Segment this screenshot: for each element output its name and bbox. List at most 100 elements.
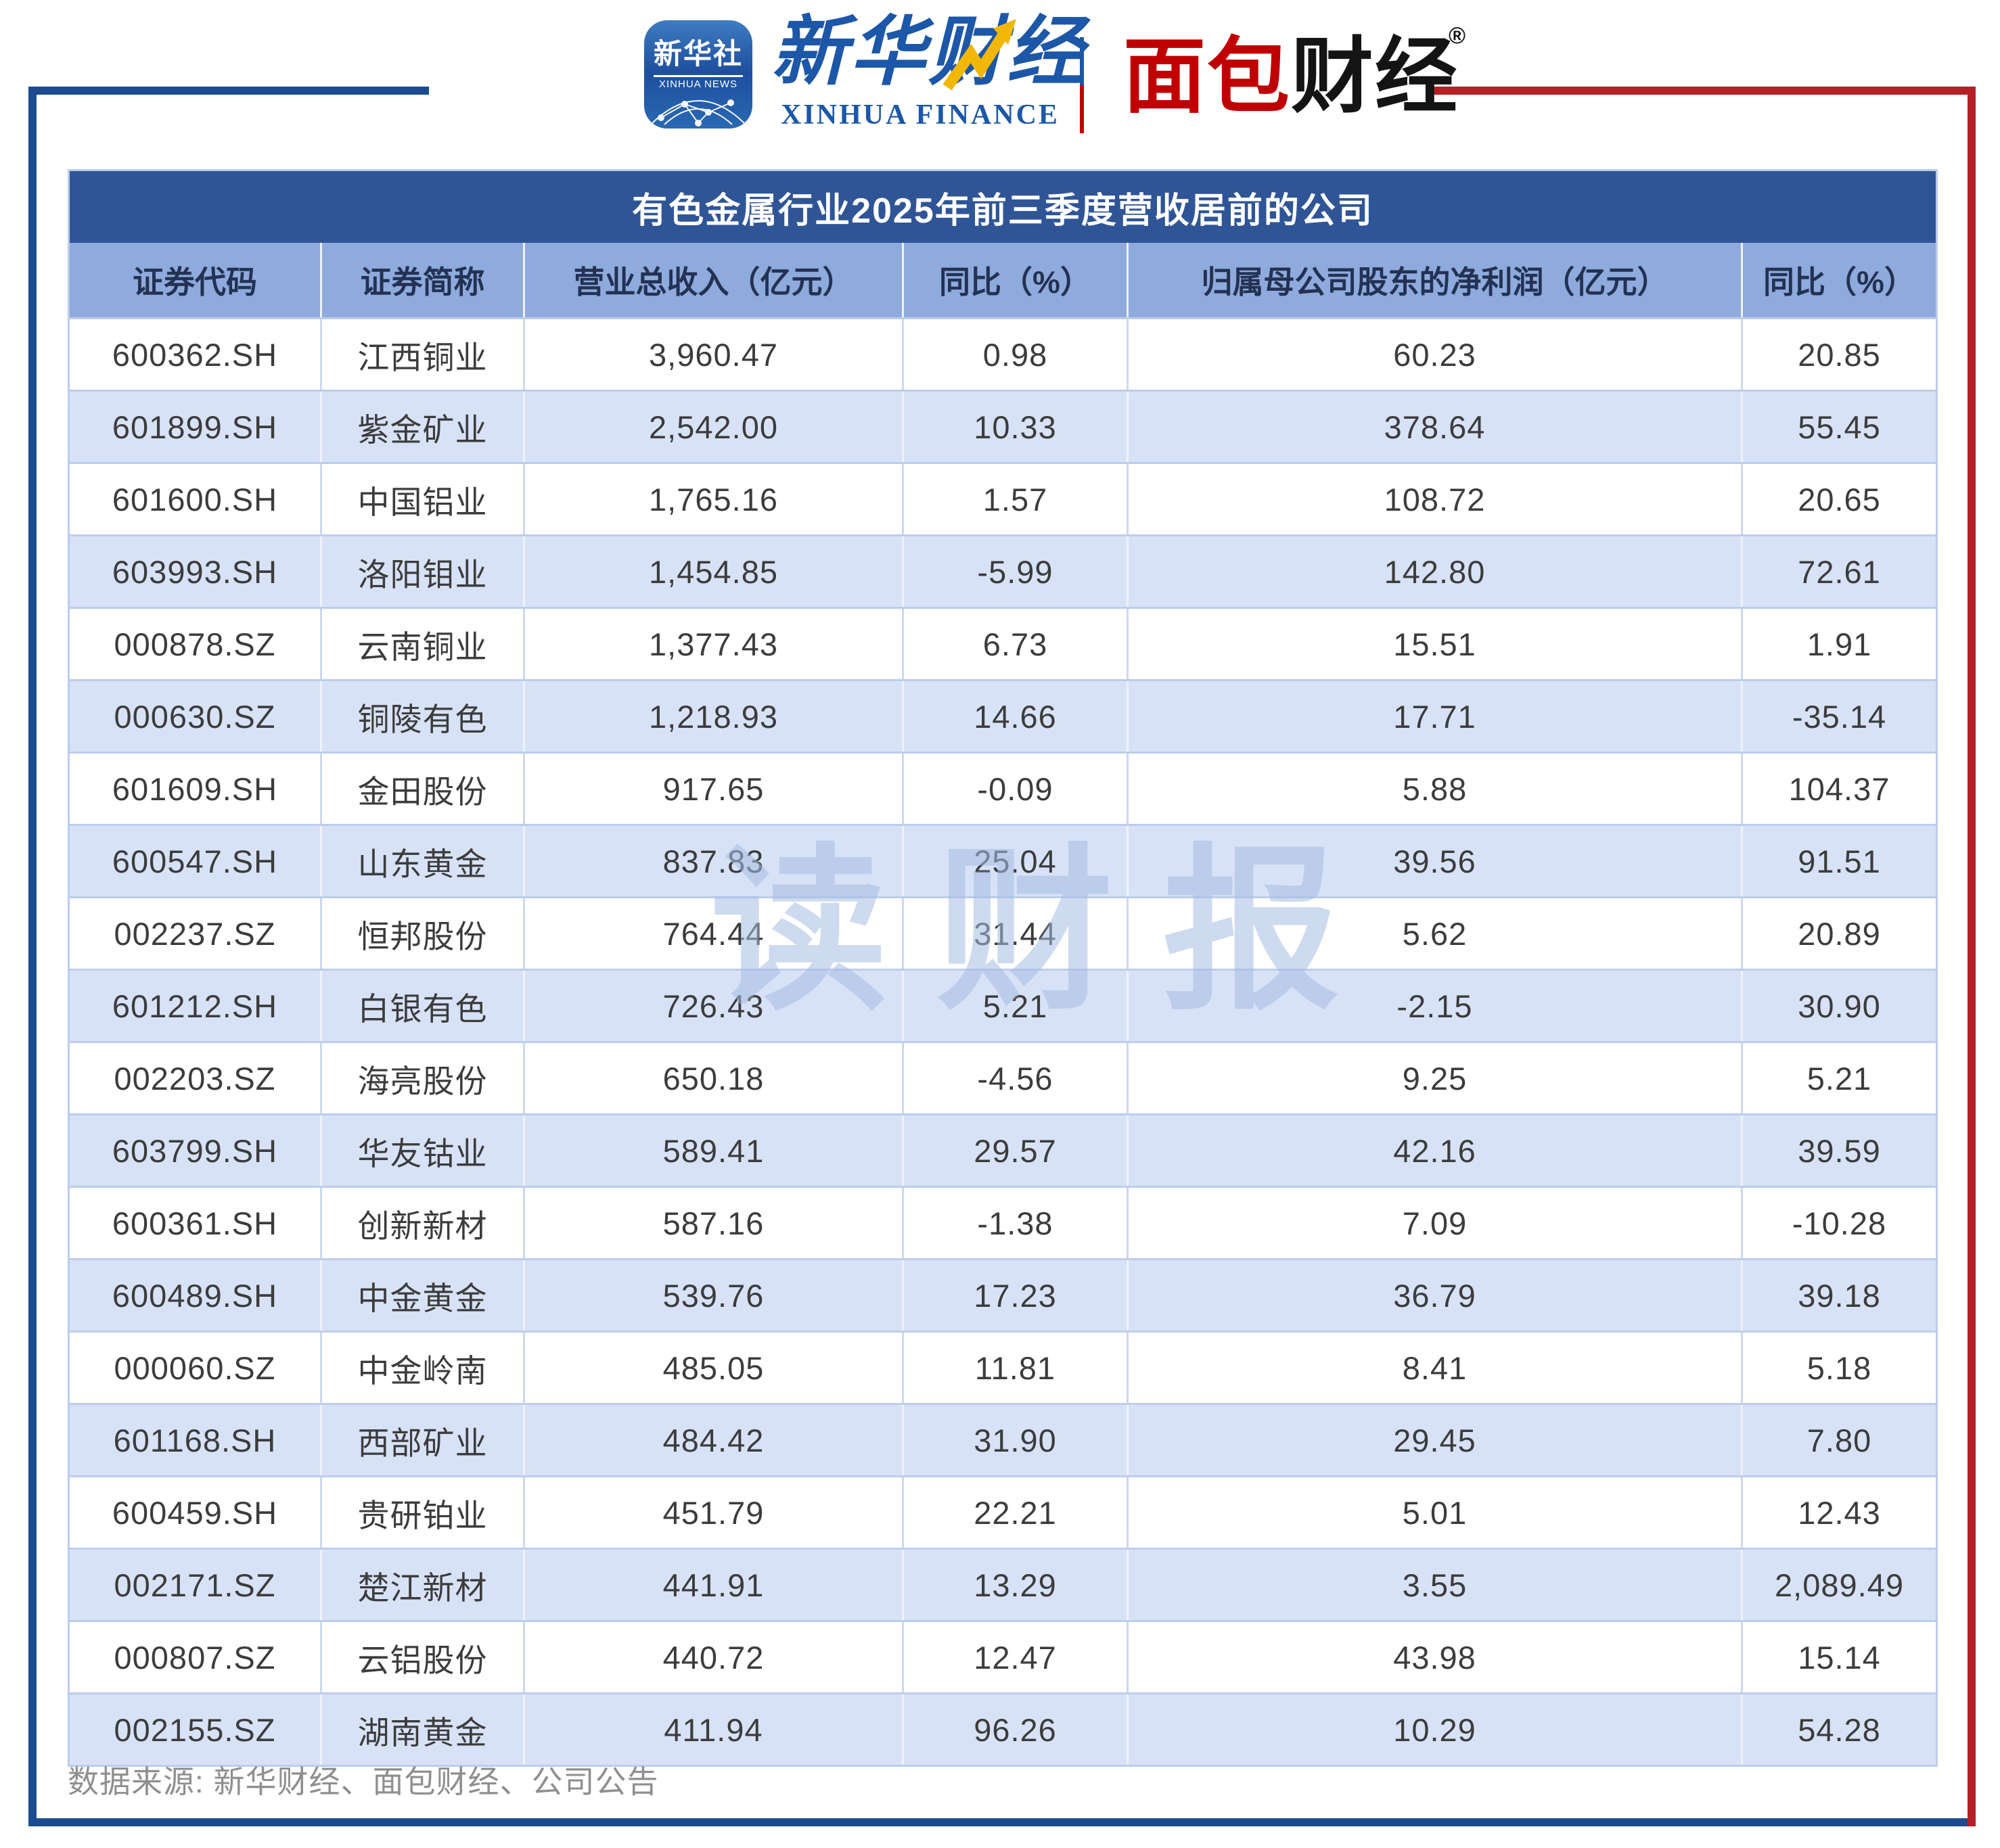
- table-body: 600362.SH 江西铜业 3,960.47 0.98 60.23 20.85…: [70, 317, 1936, 1765]
- table-cell-code: 002171.SZ: [114, 1567, 276, 1603]
- revenue-table: 有色金属行业2025年前三季度营收居前的公司 证券代码 证券简称 营业总收入（亿元）…: [68, 169, 1938, 1767]
- table-row: 000060.SZ 中金岭南 485.05 11.81 8.41 5.18: [70, 1331, 1936, 1403]
- table-cell-revenue: 650.18: [523, 1043, 902, 1113]
- table-row: 603799.SH 华友钴业 589.41 29.57 42.16 39.59: [70, 1113, 1936, 1186]
- table-row: 600489.SH 中金黄金 539.76 17.23 36.79 39.18: [70, 1258, 1936, 1331]
- table-cell-revenue: 1,377.43: [523, 609, 902, 679]
- table-cell-name: 海亮股份: [320, 1043, 523, 1113]
- bread-finance-cn-black: 财经: [1291, 30, 1459, 122]
- table-cell-revenue-yoy: -4.56: [902, 1043, 1127, 1113]
- table-cell-profit-yoy: 5.21: [1741, 1043, 1936, 1113]
- table-cell-revenue: 441.91: [523, 1550, 902, 1620]
- table-cell-name: 山东黄金: [320, 826, 523, 896]
- table-header-cell: 证券代码: [133, 264, 257, 300]
- table-cell-name: 中国铝业: [320, 464, 523, 534]
- table-cell-profit-yoy: 55.45: [1741, 392, 1936, 462]
- table-row: 600361.SH 创新新材 587.16 -1.38 7.09 -10.28: [70, 1186, 1936, 1258]
- table-cell-net-profit: 378.64: [1127, 392, 1741, 462]
- table-cell-net-profit: -2.15: [1127, 971, 1741, 1041]
- table-cell-net-profit: 36.79: [1127, 1260, 1741, 1331]
- table-cell-profit-yoy: 12.43: [1741, 1477, 1936, 1548]
- table-cell-profit-yoy: 20.85: [1741, 319, 1936, 390]
- table-cell-revenue-yoy: 0.98: [902, 319, 1127, 390]
- table-cell-code: 601600.SH: [112, 481, 278, 517]
- table-cell-code: 600547.SH: [112, 843, 278, 879]
- table-cell-profit-yoy: 20.89: [1741, 898, 1936, 969]
- table-cell-profit-yoy: 7.80: [1741, 1405, 1936, 1475]
- table-cell-name: 云铝股份: [320, 1622, 523, 1692]
- table-cell-profit-yoy: 39.59: [1741, 1115, 1936, 1186]
- table-cell-revenue: 587.16: [523, 1188, 902, 1258]
- table-cell-revenue: 1,454.85: [523, 536, 902, 607]
- table-cell-profit-yoy: -10.28: [1741, 1188, 1936, 1258]
- table-cell-code: 603799.SH: [112, 1132, 278, 1169]
- bread-finance-cn-red: 面包: [1123, 30, 1291, 122]
- table-cell-name: 铜陵有色: [320, 681, 523, 752]
- table-cell-revenue: 1,765.16: [523, 464, 902, 534]
- table-cell-profit-yoy: 2,089.49: [1741, 1550, 1936, 1620]
- table-row: 002203.SZ 海亮股份 650.18 -4.56 9.25 5.21: [70, 1041, 1936, 1113]
- table-cell-revenue-yoy: 96.26: [902, 1694, 1127, 1765]
- table-cell-name: 中金黄金: [320, 1260, 523, 1331]
- table-cell-revenue: 726.43: [523, 971, 902, 1041]
- xinhua-finance-logo: 新华财经 XINHUA FINANCE: [771, 12, 1083, 131]
- data-source-note: 数据来源: 新华财经、面包财经、公司公告: [68, 1764, 659, 1799]
- table-cell-code: 600489.SH: [112, 1277, 278, 1314]
- table-cell-profit-yoy: 5.18: [1741, 1333, 1936, 1403]
- table-cell-revenue-yoy: 12.47: [902, 1622, 1127, 1692]
- xinhua-icon-en-label: XINHUA NEWS: [658, 78, 737, 90]
- table-cell-name: 江西铜业: [320, 319, 523, 390]
- table-cell-code: 000807.SZ: [114, 1639, 276, 1676]
- network-globe-icon: [650, 99, 746, 126]
- table-cell-name: 创新新材: [320, 1188, 523, 1258]
- table-cell-revenue-yoy: 1.57: [902, 464, 1127, 534]
- table-cell-profit-yoy: 30.90: [1741, 971, 1936, 1041]
- table-cell-net-profit: 5.88: [1127, 754, 1741, 824]
- table-cell-revenue-yoy: 13.29: [902, 1550, 1127, 1620]
- table-cell-net-profit: 43.98: [1127, 1622, 1741, 1692]
- table-cell-revenue-yoy: 6.73: [902, 609, 1127, 679]
- xinhua-finance-en: XINHUA FINANCE: [781, 99, 1060, 131]
- table-cell-revenue-yoy: 22.21: [902, 1477, 1127, 1548]
- table-row: 601168.SH 西部矿业 484.42 31.90 29.45 7.80: [70, 1403, 1936, 1475]
- table-title: 有色金属行业2025年前三季度营收居前的公司: [70, 171, 1936, 243]
- table-cell-name: 紫金矿业: [320, 392, 523, 462]
- table-cell-profit-yoy: 91.51: [1741, 826, 1936, 896]
- table-cell-net-profit: 9.25: [1127, 1043, 1741, 1113]
- table-row: 601609.SH 金田股份 917.65 -0.09 5.88 104.37: [70, 752, 1936, 824]
- table-cell-code: 601212.SH: [112, 988, 278, 1024]
- table-cell-net-profit: 39.56: [1127, 826, 1741, 896]
- table-cell-name: 楚江新材: [320, 1550, 523, 1620]
- frame-left-bar: [28, 87, 37, 1826]
- table-cell-code: 002237.SZ: [114, 915, 276, 952]
- table-cell-revenue-yoy: 11.81: [902, 1333, 1127, 1403]
- table-cell-net-profit: 3.55: [1127, 1550, 1741, 1620]
- table-cell-profit-yoy: 15.14: [1741, 1622, 1936, 1692]
- table-cell-net-profit: 5.01: [1127, 1477, 1741, 1548]
- registered-mark-icon: ®: [1448, 23, 1465, 49]
- table-cell-name: 金田股份: [320, 754, 523, 824]
- table-cell-revenue-yoy: -5.99: [902, 536, 1127, 607]
- table-header-cell: 营业总收入（亿元）: [523, 243, 902, 317]
- table-cell-name: 西部矿业: [320, 1405, 523, 1475]
- frame-top-left-bar: [28, 87, 429, 95]
- xinhua-icon-cn-label: 新华社: [653, 31, 743, 77]
- table-cell-revenue-yoy: -0.09: [902, 754, 1127, 824]
- table-cell-profit-yoy: 72.61: [1741, 536, 1936, 607]
- table-row: 601899.SH 紫金矿业 2,542.00 10.33 378.64 55.…: [70, 390, 1936, 462]
- table-cell-profit-yoy: 104.37: [1741, 754, 1936, 824]
- table-cell-revenue-yoy: 17.23: [902, 1260, 1127, 1331]
- table-row: 600459.SH 贵研铂业 451.79 22.21 5.01 12.43: [70, 1475, 1936, 1548]
- table-cell-net-profit: 29.45: [1127, 1405, 1741, 1475]
- table-cell-profit-yoy: 39.18: [1741, 1260, 1936, 1331]
- table-header-cell: 同比（%）: [1741, 243, 1936, 317]
- table-cell-revenue: 411.94: [523, 1694, 902, 1765]
- table-cell-name: 华友钴业: [320, 1115, 523, 1186]
- table-row: 002155.SZ 湖南黄金 411.94 96.26 10.29 54.28: [70, 1692, 1936, 1765]
- table-cell-revenue-yoy: 5.21: [902, 971, 1127, 1041]
- table-cell-revenue-yoy: 29.57: [902, 1115, 1127, 1186]
- table-cell-code: 002203.SZ: [114, 1060, 276, 1096]
- table-row: 600362.SH 江西铜业 3,960.47 0.98 60.23 20.85: [70, 317, 1936, 390]
- table-cell-revenue: 837.83: [523, 826, 902, 896]
- table-cell-revenue: 1,218.93: [523, 681, 902, 752]
